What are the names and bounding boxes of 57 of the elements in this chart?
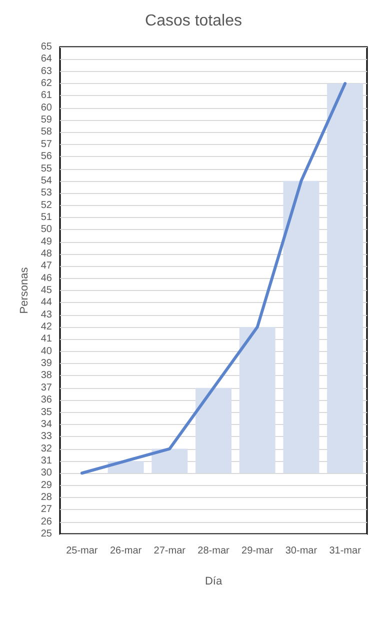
y-tick-label: 60 [40,102,52,114]
y-tick-label: 52 [40,200,52,211]
chart-title: Casos totales [145,12,242,30]
y-tick-label: 51 [40,212,52,223]
bar [152,448,188,474]
y-tick-label: 29 [40,480,52,491]
y-tick-label: 39 [40,358,52,370]
line-series [80,82,347,475]
y-tick-label: 57 [40,138,52,150]
x-tick-label: 27-mar [154,546,186,556]
x-axis-title: Día [204,576,223,588]
y-tick-label: 47 [40,260,52,272]
y-tick-label: 28 [40,492,52,503]
y-tick-label: 54 [40,175,52,186]
y-tick-label: 45 [40,285,52,296]
y-tick-label: 34 [40,418,52,430]
y-tick-label: 32 [40,443,52,454]
y-tick-label: 58 [40,126,52,138]
y-tick-label: 40 [40,346,52,357]
y-tick-label: 50 [40,224,52,236]
y-tick-label: 30 [40,468,52,479]
y-tick-label: 53 [40,188,52,199]
y-tick-label: 59 [40,114,52,126]
y-tick-label: 38 [40,370,52,382]
x-tick-label: 30-mar [285,546,318,556]
y-tick-label: 35 [40,406,52,418]
x-tick-label: 25-mar [66,546,98,556]
y-tick-label: 61 [40,90,52,102]
y-tick-label: 26 [40,516,52,528]
bar [283,180,320,474]
y-tick-label: 48 [40,248,52,260]
y-tick-label: 27 [40,504,52,516]
y-axis-title: Personas [18,266,30,314]
x-tick-label: 31-mar [329,546,362,556]
bar [196,388,232,474]
y-tick-label: 33 [40,431,52,442]
y-tick-label: 31 [40,455,52,466]
y-tick-label: 36 [40,394,52,406]
y-tick-label: 55 [40,163,52,174]
y-tick-label: 37 [40,382,52,394]
y-tick-label: 63 [40,66,52,77]
bar [239,327,276,474]
y-tick-label: 46 [40,272,52,284]
y-tick-label: 49 [40,236,52,248]
x-tick-label: 26-mar [110,546,142,556]
y-tick-label: 62 [40,78,52,90]
y-tick-label: 64 [40,54,52,65]
y-tick-label: 42 [40,322,52,333]
bar [327,84,364,474]
y-tick-label: 65 [40,42,52,52]
y-tick-label: 56 [40,151,52,162]
x-tick-label: 29-mar [242,546,274,556]
y-tick-label: 25 [40,528,52,540]
y-tick-label: 43 [40,309,52,320]
x-tick-label: 28-mar [198,546,230,556]
y-tick-label: 44 [40,297,52,308]
y-tick-label: 41 [40,334,52,345]
